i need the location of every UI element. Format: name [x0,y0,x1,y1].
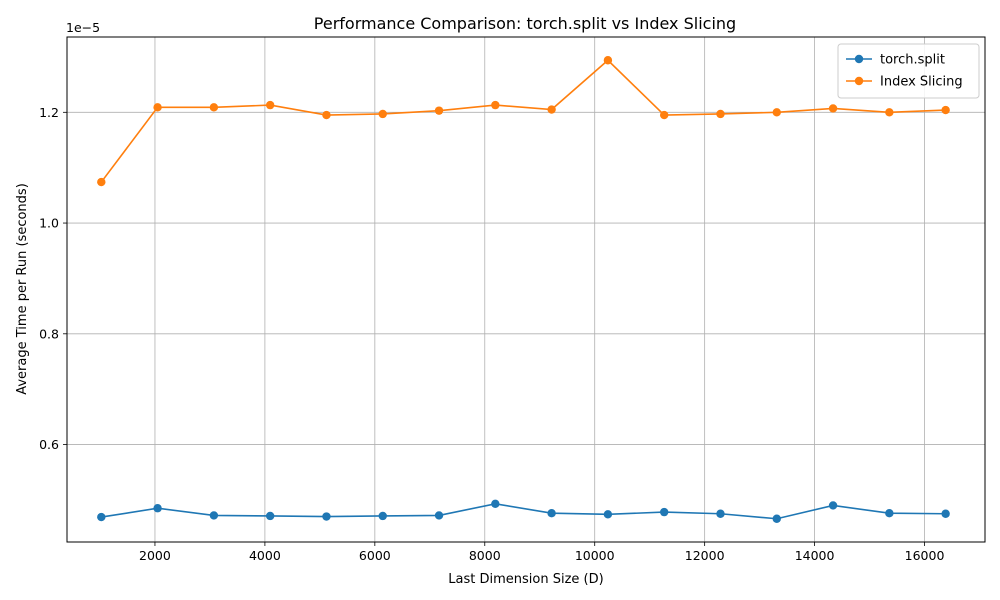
legend-frame [837,43,980,99]
x-tick-label: 2000 [139,548,171,563]
data-point-torch-split [491,499,500,508]
data-point-torch-split [716,509,725,518]
x-tick-label: 10000 [575,548,615,563]
series-line-index-slicing [100,59,946,183]
legend-marker-index-slicing [854,76,864,86]
x-axis-label: Last Dimension Size (D) [448,572,603,587]
x-tick-label: 12000 [685,548,725,563]
data-point-index-slicing [322,110,331,120]
data-point-torch-split [97,512,106,522]
data-point-index-slicing [772,108,781,117]
data-point-index-slicing [491,100,500,110]
data-point-index-slicing [97,177,106,187]
data-point-index-slicing [378,109,387,119]
data-point-index-slicing [547,105,556,114]
y-tick-label: 1.2 [39,105,59,120]
data-point-torch-split [209,511,219,520]
data-point-index-slicing [603,56,613,65]
y-tick-label: 0.6 [39,437,59,452]
data-point-torch-split [941,509,950,518]
y-tick-label: 0.8 [39,326,59,341]
data-point-torch-split [659,507,669,517]
plot-area: 2000 4000 6000 8000 10000 12000 14000 16000 0.6 0… [39,36,986,563]
data-point-torch-split [828,501,838,510]
y-axis-label: Average Time per Run (seconds) [15,183,30,395]
legend-marker-torch-split [854,54,864,64]
data-point-index-slicing [941,105,950,115]
data-point-torch-split [265,511,275,521]
data-point-torch-split [378,511,387,521]
x-tick-label: 6000 [359,548,391,563]
data-point-torch-split [603,510,613,519]
data-point-index-slicing [885,108,894,117]
data-point-index-slicing [659,110,669,120]
chart-title: Performance Comparison: torch.split vs I… [314,14,736,33]
data-point-torch-split [885,509,894,518]
axes-frame [66,36,986,543]
data-point-torch-split [772,514,781,523]
data-point-torch-split [434,511,444,520]
x-tick-label: 14000 [795,548,835,563]
data-point-torch-split [322,512,331,521]
y-axis-offset-label: 1e−5 [66,20,100,35]
x-tick-label: 8000 [469,548,501,563]
data-point-index-slicing [434,106,444,115]
y-tick-label: 1.0 [39,216,59,231]
x-tick-label: 16000 [905,548,945,563]
data-point-index-slicing [209,103,219,112]
x-tick-label: 4000 [249,548,281,563]
legend-label-torch-split: torch.split [880,53,945,68]
data-point-index-slicing [265,100,275,110]
data-point-index-slicing [828,104,838,113]
legend: torch.split Index Slicing [837,43,980,99]
data-point-index-slicing [153,103,162,112]
series-line-torch-split [101,502,946,520]
data-point-index-slicing [716,109,725,119]
legend-label-index-slicing: Index Slicing [880,75,963,90]
data-point-torch-split [547,509,556,518]
data-point-torch-split [153,504,162,513]
